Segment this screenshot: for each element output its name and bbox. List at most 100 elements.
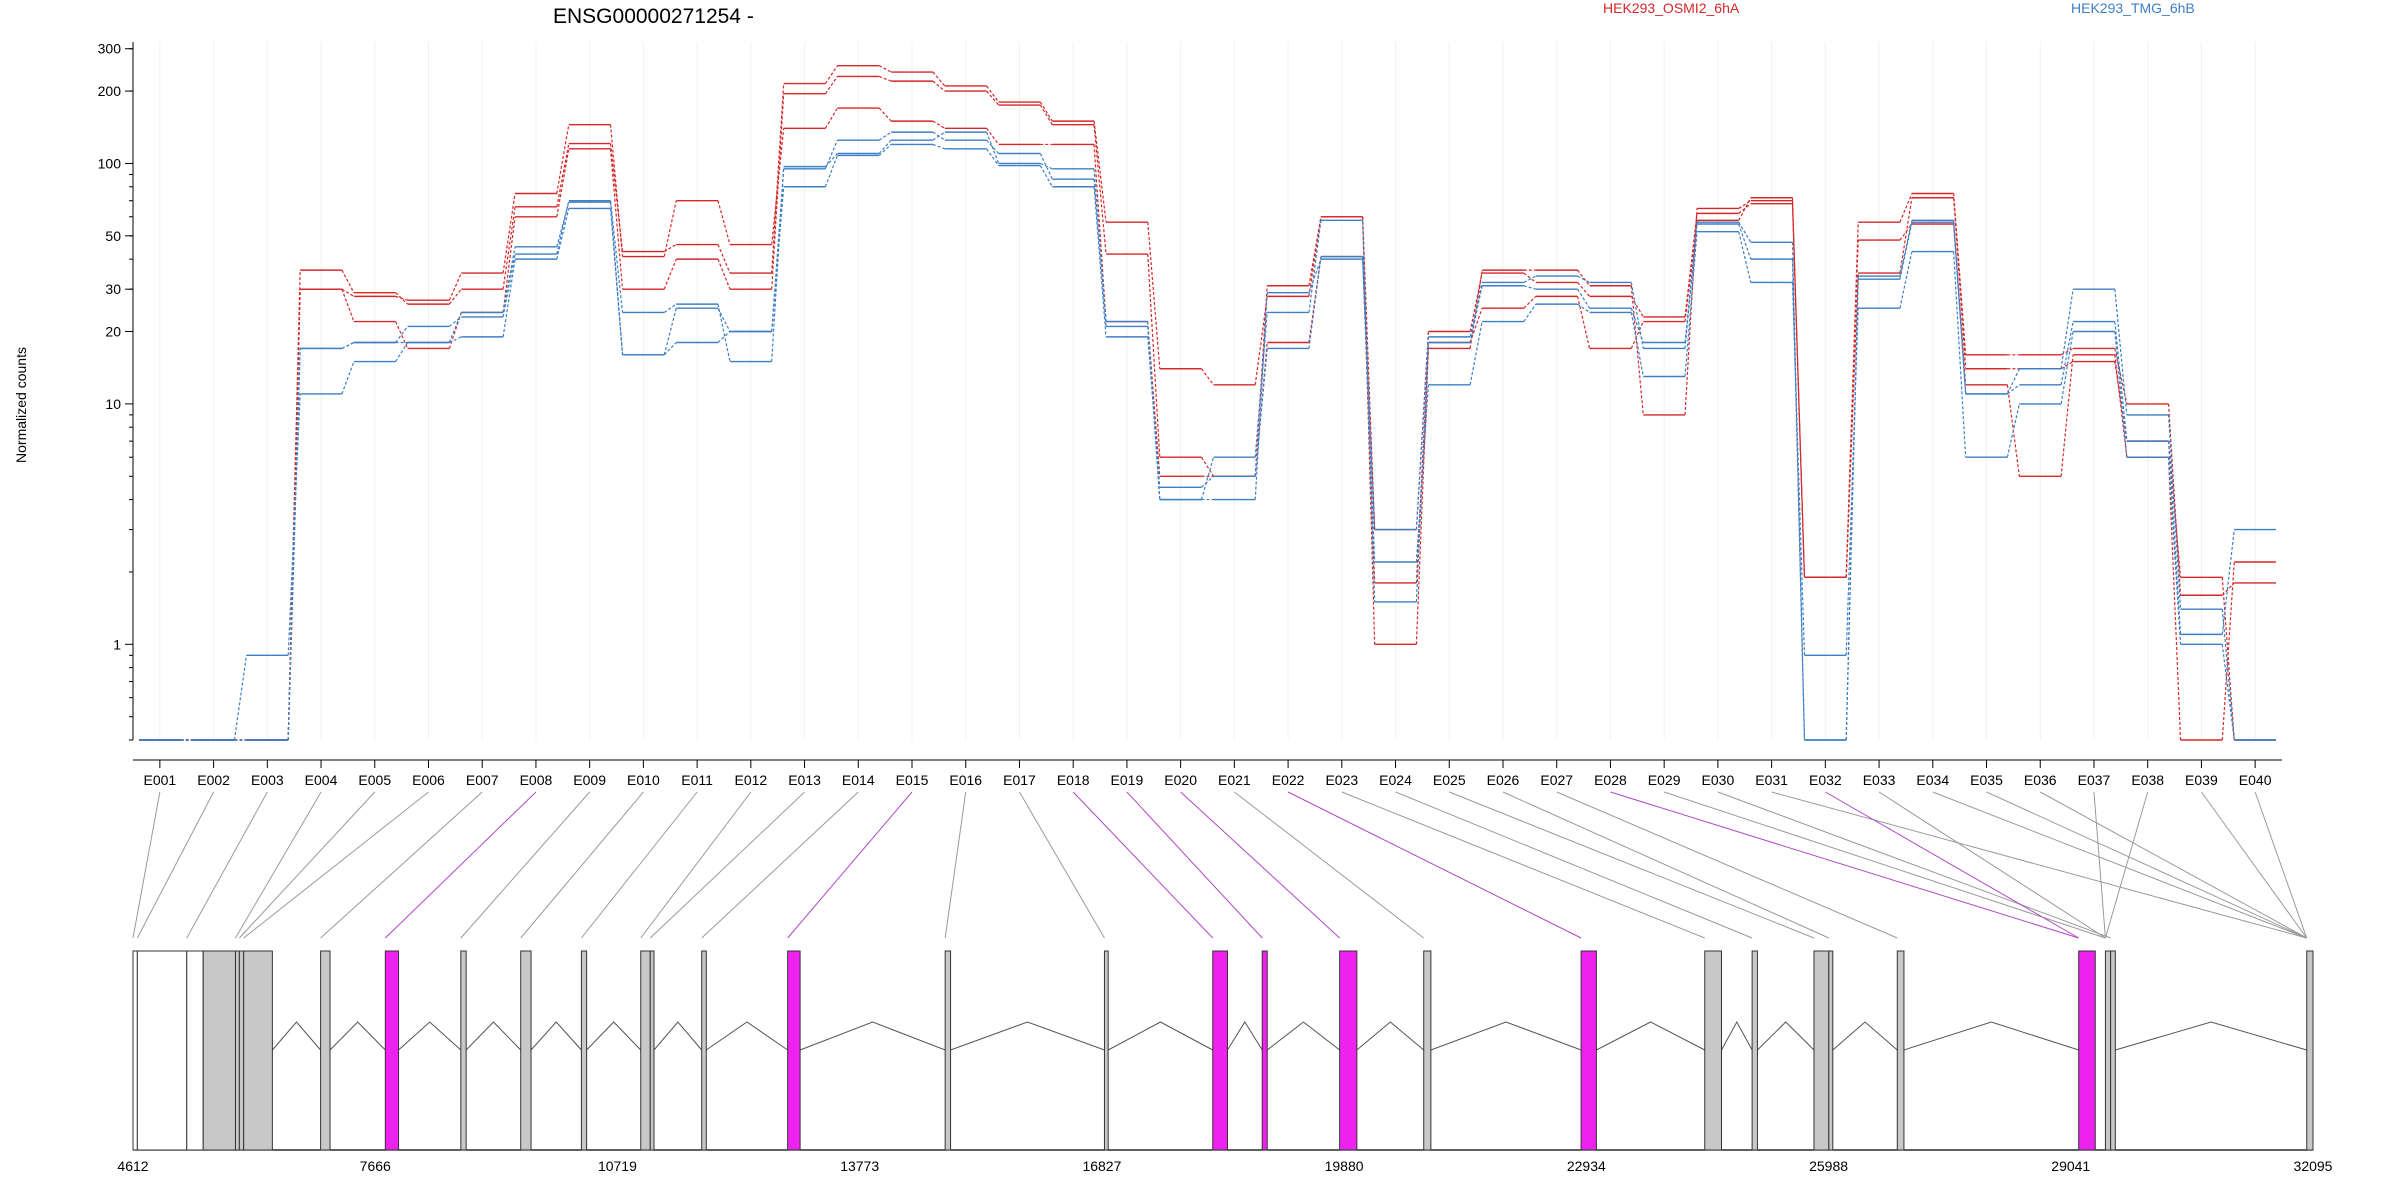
exon-connector [1234,791,1425,939]
exon-box [234,950,240,1151]
legend-entry-red: HEK293_OSMI2_6hA [1603,0,1740,16]
x-tick-label: E002 [197,772,230,788]
exon-box [132,950,138,1151]
exon-connector [640,791,752,939]
exon-box [1103,950,1109,1151]
exon-connector [136,791,215,939]
x-tick-label: E037 [2078,772,2111,788]
x-tick-label: E014 [842,772,875,788]
exon-box [136,950,188,1151]
exon-box [460,950,467,1151]
genome-coordinate-label: 16827 [1082,1158,1121,1174]
y-tick-label: 1 [113,636,121,652]
x-tick-label: E008 [520,772,553,788]
exon-connector [320,791,483,939]
exon-box [701,950,707,1151]
x-tick-label: E018 [1057,772,1090,788]
exon-connector [1180,791,1340,939]
data-connector [180,65,2235,741]
x-tick-label: E035 [1970,772,2003,788]
exon-box [787,950,801,1151]
series-red-0 [139,75,2276,741]
intron-line [1832,1021,1898,1051]
series-blue-5 [139,131,2276,741]
exon-connector [2039,791,2307,939]
x-tick-label: E022 [1272,772,1305,788]
x-tick-label: E026 [1487,772,1520,788]
exon-box [1813,950,1830,1151]
y-tick-label: 200 [98,83,122,99]
x-tick-label: E031 [1755,772,1788,788]
exon-box [384,950,400,1151]
exon-connector [1771,791,2307,939]
x-tick-label: E001 [144,772,177,788]
exon-connector [1502,791,1830,939]
exon-connector [243,791,429,939]
x-tick-label: E030 [1702,772,1735,788]
x-tick-label: E012 [734,772,767,788]
intron-line [1107,1021,1213,1051]
y-tick-label: 100 [98,155,122,171]
exon-box [202,950,236,1151]
chart-title: ENSG00000271254 - [553,5,754,28]
exon-connectors [132,791,2308,939]
x-tick-label: E023 [1325,772,1358,788]
exon-box [2104,950,2112,1151]
exon-connector [944,791,967,939]
exon-connector [1395,791,1753,939]
exon-connector [1610,791,2079,939]
exon-box [1261,950,1268,1151]
intron-line [1596,1021,1705,1051]
intron-line [1903,1021,2079,1051]
plot-series [139,65,2276,741]
genome-coordinate-label: 13773 [840,1158,879,1174]
exon-connector [581,791,698,939]
exon-box [320,950,331,1151]
exon-box [1704,950,1722,1151]
x-tick-label: E025 [1433,772,1466,788]
series-red-2 [139,107,2276,741]
exon-box [1423,950,1432,1151]
exon-box [944,950,952,1151]
genome-coordinate-label: 10719 [598,1158,637,1174]
series-red-1 [139,65,2276,741]
x-tick-label: E016 [949,772,982,788]
legend-entry-blue: HEK293_TMG_6hB [2071,0,2195,16]
intron-line [653,1021,703,1051]
exon-box [1828,950,1834,1151]
intron-line [705,1021,788,1051]
exon-box [2110,950,2116,1151]
intron-line [530,1021,582,1051]
x-tick-label: E029 [1648,772,1681,788]
genome-coordinate-label: 25988 [1809,1158,1848,1174]
exon-connector [2104,791,2149,939]
intron-line [1757,1021,1815,1051]
exon-box [640,950,651,1151]
intron-line [398,1021,462,1051]
intron-line [1430,1021,1582,1051]
x-tick-label: E033 [1863,772,1896,788]
exon-box [1212,950,1228,1151]
exon-connector [239,791,376,939]
exon-connector [787,791,913,939]
data-connector [180,75,2235,741]
data-connector [180,107,2235,741]
exon-connector [1932,791,2307,939]
intron-line [586,1021,642,1051]
exon-connector [1287,791,1582,939]
exon-connector [701,791,859,939]
series-blue-3 [139,143,2276,741]
exon-box [1580,950,1597,1151]
exon-box [243,950,273,1151]
exon-connector [132,791,161,939]
exon-connector [1664,791,2106,939]
x-tick-label: E004 [305,772,338,788]
intron-line [799,1021,946,1051]
intron-line [1356,1021,1425,1051]
x-tick-label: E021 [1218,772,1251,788]
exon-connector [460,791,591,939]
x-tick-label: E024 [1379,772,1412,788]
exon-box [1339,950,1358,1151]
genome-coordinate-label: 19880 [1325,1158,1364,1174]
